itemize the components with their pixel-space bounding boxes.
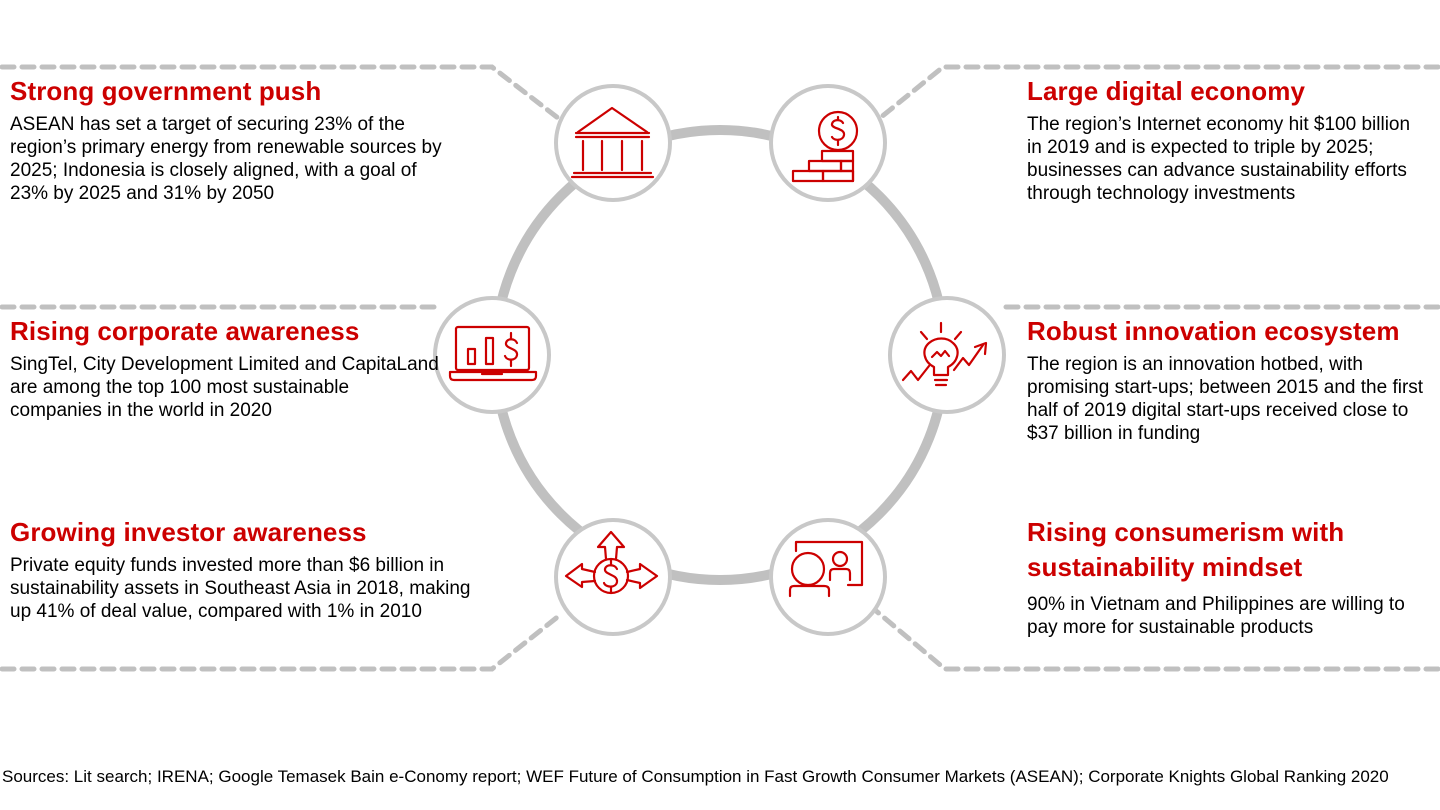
dollar-arrows-icon <box>564 530 659 595</box>
driver-innovation: Robust innovation ecosystem The region i… <box>1027 314 1440 445</box>
connector-consumerism <box>872 607 1440 672</box>
driver-consumerism: Rising consumerism with sustainability m… <box>1027 515 1440 639</box>
driver-title: Large digital economy <box>1027 76 1306 106</box>
driver-government: Strong government push ASEAN has set a t… <box>10 74 480 205</box>
driver-title: Robust innovation ecosystem <box>1027 316 1400 346</box>
driver-body: 90% in Vietnam and Philippines are willi… <box>1027 594 1405 638</box>
dashed-connectors <box>0 64 1440 672</box>
driver-body: The region is an innovation hotbed, with… <box>1027 354 1424 444</box>
driver-title: Strong government push <box>10 76 322 106</box>
driver-body: Private equity funds invested more than … <box>10 555 471 622</box>
presentation-people-icon <box>788 540 864 598</box>
driver-body: The region’s Internet economy hit $100 b… <box>1027 114 1411 204</box>
driver-body: ASEAN has set a target of securing 23% o… <box>10 114 442 204</box>
node-circle-government <box>554 84 672 202</box>
lightbulb-growth-arrow-icon <box>901 321 988 387</box>
driver-corporate: Rising corporate awareness SingTel, City… <box>10 314 440 422</box>
driver-title: Rising corporate awareness <box>10 316 360 346</box>
driver-digital: Large digital economy The region’s Inter… <box>1027 74 1437 205</box>
coin-on-bricks-icon <box>791 110 859 183</box>
government-building-icon <box>570 106 655 179</box>
sources-footnote: Sources: Lit search; IRENA; Google Temas… <box>2 767 1389 786</box>
connector-digital <box>877 64 1440 121</box>
driver-title: Rising consumerism with sustainability m… <box>1027 517 1345 582</box>
node-circle-consumerism <box>769 518 887 636</box>
driver-title: Growing investor awareness <box>10 517 367 547</box>
central-ring <box>490 125 950 585</box>
driver-investor: Growing investor awareness Private equit… <box>10 515 500 623</box>
connector-government <box>0 64 561 121</box>
connector-investor <box>0 612 563 672</box>
driver-body: SingTel, City Development Limited and Ca… <box>10 354 439 421</box>
node-circles <box>433 84 1006 636</box>
laptop-chart-dollar-icon <box>448 325 538 382</box>
node-circle-digital <box>769 84 887 202</box>
